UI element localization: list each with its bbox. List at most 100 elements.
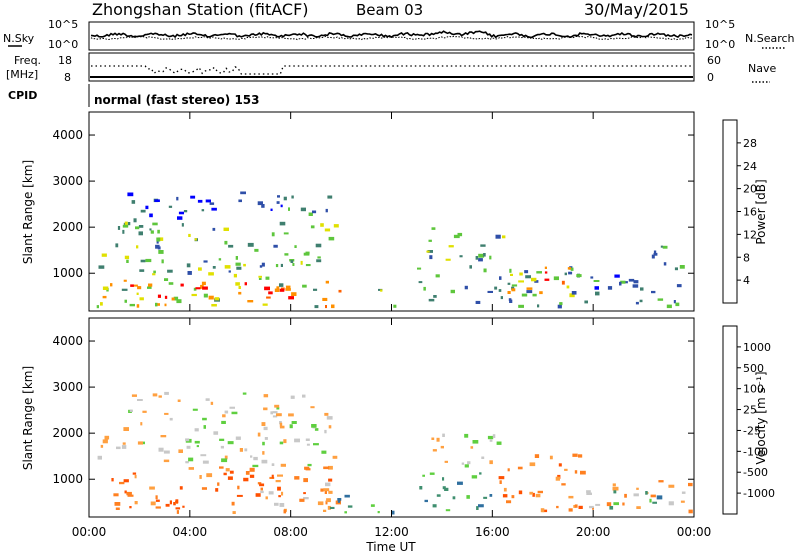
frequency-tick-top: 18	[58, 54, 72, 67]
power-cell	[653, 252, 658, 256]
velocity-cell	[440, 445, 444, 449]
velocity-cell	[624, 493, 627, 498]
power-cell	[153, 270, 156, 274]
power-cell	[325, 305, 327, 309]
power-cell	[123, 279, 127, 282]
velocity-cell	[324, 490, 327, 494]
power-cell	[568, 271, 573, 275]
velocity-cell	[429, 472, 435, 475]
beam-label: Beam 03	[356, 1, 423, 19]
velocity-cell	[574, 470, 578, 474]
power-cell	[168, 282, 174, 285]
power-cell	[223, 227, 229, 231]
y-tick-label: 2000	[52, 220, 83, 234]
velocity-cell	[232, 511, 236, 514]
power-cell	[279, 283, 284, 287]
power-cell	[228, 270, 231, 273]
velocity-cell	[122, 442, 126, 445]
power-cell	[312, 210, 317, 214]
power-axes: 1000 2000 3000 4000	[52, 112, 695, 311]
x-tick-label: 00:00	[677, 525, 712, 539]
power-cell	[140, 259, 146, 263]
velocity-plot-frame	[88, 317, 695, 518]
power-cell	[117, 226, 121, 230]
power-cell	[325, 280, 329, 284]
velocity-cell	[578, 454, 583, 458]
velocity-cell	[227, 476, 233, 480]
power-cell	[101, 253, 107, 257]
power-cell	[208, 295, 214, 300]
power-cell	[156, 240, 159, 244]
power-cell	[590, 276, 594, 279]
velocity-cell	[235, 436, 241, 440]
velocity-cell	[160, 435, 167, 438]
velocity-cell	[239, 448, 243, 452]
y-tick-label: 3000	[52, 174, 83, 188]
velocity-cell	[511, 495, 515, 499]
power-cell	[453, 234, 460, 239]
velocity-cell	[272, 415, 278, 418]
velocity-cell	[323, 466, 330, 470]
velocity-cell	[224, 455, 228, 460]
colorbar-tick-label: 8	[743, 251, 750, 264]
velocity-cell	[182, 505, 185, 508]
velocity-cell	[327, 505, 331, 510]
power-cell	[129, 303, 135, 307]
power-cell	[283, 232, 289, 235]
velocity-cell	[323, 509, 327, 512]
power-cell	[110, 283, 113, 287]
velocity-cell	[229, 406, 235, 409]
velocity-cell	[302, 394, 306, 398]
power-cell	[201, 209, 205, 212]
power-cell	[584, 300, 588, 304]
x-tick-label: 16:00	[475, 525, 510, 539]
power-cell	[651, 254, 655, 259]
power-cell	[178, 211, 184, 215]
velocity-cell	[422, 474, 425, 477]
power-cell	[338, 289, 342, 293]
power-cell	[157, 294, 161, 298]
power-cell	[620, 280, 626, 284]
colorbar-tick-label: 25	[743, 404, 757, 417]
power-cell	[576, 274, 582, 278]
power-cell	[176, 196, 179, 201]
power-cell	[464, 285, 468, 290]
power-cell	[294, 245, 297, 248]
velocity-cell	[489, 460, 493, 465]
velocity-cell	[464, 433, 469, 438]
velocity-cell	[115, 507, 120, 510]
velocity-cell	[668, 484, 675, 488]
velocity-cell	[113, 493, 119, 497]
velocity-data	[97, 391, 693, 515]
x-axis-label: Time UT	[365, 540, 416, 554]
power-cell	[457, 232, 463, 237]
velocity-cell	[442, 477, 445, 481]
power-cell	[235, 262, 241, 266]
velocity-cell	[140, 422, 143, 426]
velocity-cell	[268, 491, 274, 495]
frequency-panel-frame	[88, 52, 695, 82]
noise-panel: N.Sky 10^5 10^0 10^5 10^0 N.Search	[3, 18, 795, 51]
power-cell	[507, 282, 511, 285]
power-cell	[495, 234, 501, 239]
velocity-cell	[680, 500, 685, 503]
velocity-cell	[236, 494, 243, 497]
power-cell	[499, 276, 502, 280]
power-cell	[487, 290, 493, 293]
velocity-cell	[452, 496, 456, 500]
colorbar-tick-label: 24	[743, 160, 757, 173]
power-cell	[138, 231, 143, 236]
velocity-cell	[278, 495, 281, 498]
velocity-cell	[249, 467, 255, 472]
velocity-cell	[245, 471, 250, 475]
power-cell	[124, 299, 127, 303]
velocity-cell	[613, 502, 619, 506]
velocity-cell	[178, 449, 183, 453]
power-cell	[157, 237, 164, 241]
velocity-cell	[432, 504, 437, 508]
power-cell	[198, 267, 202, 271]
velocity-cell	[542, 509, 548, 513]
velocity-cell	[658, 480, 664, 483]
velocity-cell	[479, 472, 482, 475]
velocity-cell	[324, 429, 327, 434]
